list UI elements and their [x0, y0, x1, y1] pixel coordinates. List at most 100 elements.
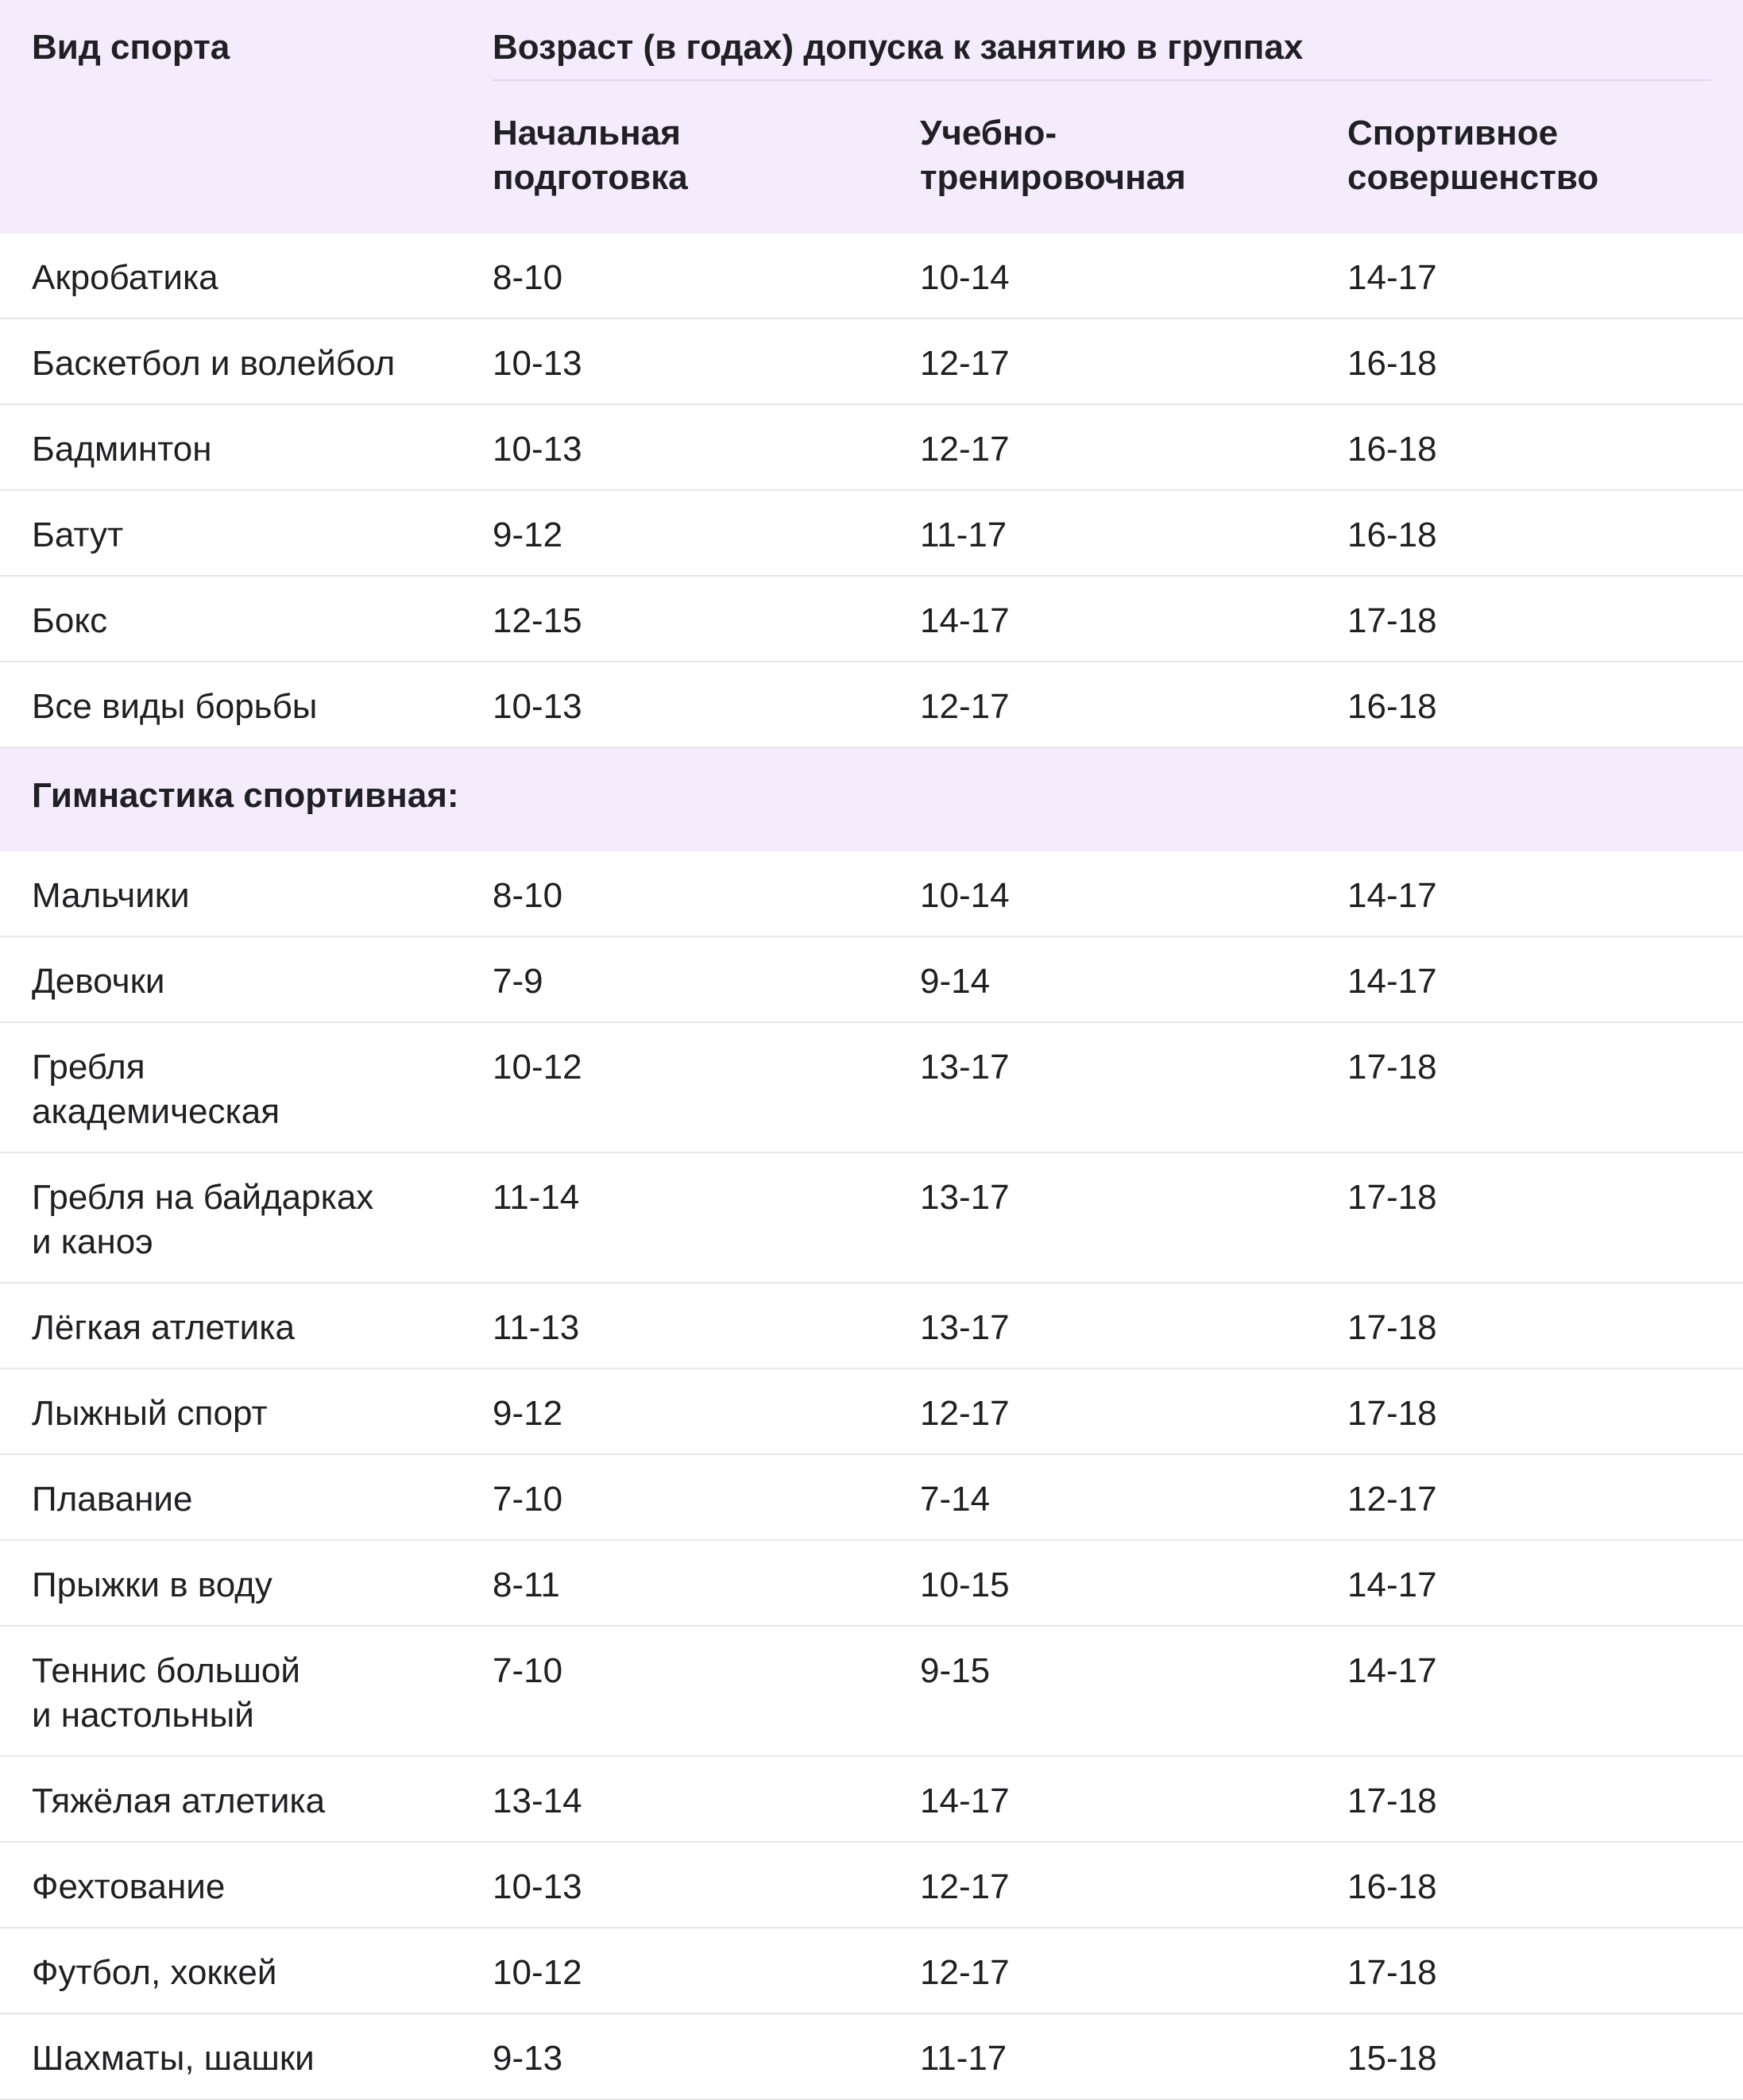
- sport-name: Девочки: [32, 962, 165, 1001]
- training-age: 13-17: [920, 1178, 1010, 1217]
- initial-training-age: 12-15: [493, 601, 582, 640]
- initial-training-age: 13-14: [493, 1782, 582, 1820]
- table-row: Гребля на байдарках и каноэ 11-14 13-17 17-…: [0, 1153, 1743, 1284]
- training-age: 10-14: [920, 876, 1010, 915]
- table-row: Футбол, хоккей 10-12 12-17 17-18: [0, 1928, 1743, 2014]
- sport-name: Батут: [32, 515, 124, 554]
- excellence-age: 17-18: [1347, 1308, 1437, 1347]
- header-excellence: Спортивное совершенство: [1347, 114, 1599, 197]
- excellence-age: 16-18: [1347, 687, 1437, 726]
- table-row: Баскетбол и волейбол 10-13 12-17 16-18: [0, 319, 1743, 405]
- initial-training-age: 9-12: [493, 1394, 563, 1433]
- table-row: Мальчики 8-10 10-14 14-17: [0, 851, 1743, 937]
- excellence-age: 12-17: [1347, 1480, 1437, 1519]
- excellence-age: 17-18: [1347, 1178, 1437, 1217]
- table-row: Батут 9-12 11-17 16-18: [0, 491, 1743, 577]
- initial-training-age: 7-10: [493, 1480, 563, 1519]
- table-row: Плавание 7-10 7-14 12-17: [0, 1455, 1743, 1541]
- table-row: Все виды борьбы 10-13 12-17 16-18: [0, 662, 1743, 748]
- initial-training-age: 11-14: [493, 1178, 580, 1217]
- training-age: 12-17: [920, 1867, 1010, 1906]
- table-row: Девочки 7-9 9-14 14-17: [0, 937, 1743, 1023]
- sport-name: Бокс: [32, 601, 108, 640]
- header-training: Учебно- тренировочная: [920, 114, 1186, 197]
- table-row: Теннис большой и настольный 7-10 9-15 14-17: [0, 1627, 1743, 1757]
- table-row: Бадминтон 10-13 12-17 16-18: [0, 405, 1743, 491]
- training-age: 12-17: [920, 430, 1010, 469]
- training-age: 12-17: [920, 344, 1010, 383]
- table-row: Фехтование 10-13 12-17 16-18: [0, 1843, 1743, 1928]
- excellence-age: 15-18: [1347, 2039, 1437, 2078]
- initial-training-age: 9-13: [493, 2039, 563, 2078]
- excellence-age: 17-18: [1347, 601, 1437, 640]
- initial-training-age: 8-10: [493, 258, 563, 297]
- header-initial-training: Начальная подготовка: [493, 114, 688, 197]
- training-age: 11-17: [920, 2039, 1007, 2078]
- excellence-age: 17-18: [1347, 1394, 1437, 1433]
- table-row: Лыжный спорт 9-12 12-17 17-18: [0, 1369, 1743, 1455]
- training-age: 12-17: [920, 687, 1010, 726]
- sport-name: Мальчики: [32, 876, 190, 915]
- sport-name: Акробатика: [32, 258, 218, 297]
- sport-name: Тяжёлая атлетика: [32, 1782, 326, 1820]
- table-body: Акробатика 8-10 10-14 14-17 Баскетбол и воле…: [0, 234, 1743, 2100]
- excellence-age: 14-17: [1347, 876, 1437, 915]
- sport-name: Прыжки в воду: [32, 1565, 272, 1604]
- initial-training-age: 10-13: [493, 687, 582, 726]
- initial-training-age: 8-10: [493, 876, 563, 915]
- sport-name: Футбол, хоккей: [32, 1953, 277, 1992]
- table-row: Тяжёлая атлетика 13-14 14-17 17-18: [0, 1757, 1743, 1843]
- excellence-age: 14-17: [1347, 1651, 1437, 1690]
- training-age: 12-17: [920, 1953, 1010, 1992]
- training-age: 11-17: [920, 515, 1007, 554]
- sport-name: Бадминтон: [32, 430, 212, 469]
- excellence-age: 14-17: [1347, 962, 1437, 1001]
- initial-training-age: 9-12: [493, 515, 563, 554]
- initial-training-age: 7-10: [493, 1651, 563, 1690]
- sport-name: Лыжный спорт: [32, 1394, 268, 1433]
- sport-name: Гребля на байдарках и каноэ: [32, 1178, 374, 1261]
- sport-name: Фехтование: [32, 1867, 226, 1906]
- initial-training-age: 8-11: [493, 1565, 560, 1604]
- sport-name: Теннис большой и настольный: [32, 1651, 300, 1735]
- table-row: Шахматы, шашки 9-13 11-17 15-18: [0, 2014, 1743, 2100]
- sport-name: Гребля академическая: [32, 1048, 280, 1131]
- excellence-age: 16-18: [1347, 1867, 1437, 1906]
- section-title: Гимнастика спортивная:: [32, 776, 459, 815]
- header-divider: [493, 79, 1711, 81]
- table-row: Акробатика 8-10 10-14 14-17: [0, 234, 1743, 319]
- initial-training-age: 10-13: [493, 1867, 582, 1906]
- header-age-group: Возраст (в годах) допуска к занятию в гр…: [493, 28, 1304, 67]
- excellence-age: 16-18: [1347, 515, 1437, 554]
- excellence-age: 14-17: [1347, 258, 1437, 297]
- excellence-age: 17-18: [1347, 1782, 1437, 1820]
- training-age: 14-17: [920, 1782, 1010, 1820]
- excellence-age: 17-18: [1347, 1048, 1437, 1087]
- excellence-age: 16-18: [1347, 430, 1437, 469]
- sport-name: Баскетбол и волейбол: [32, 344, 396, 383]
- sport-name: Лёгкая атлетика: [32, 1308, 295, 1347]
- training-age: 12-17: [920, 1394, 1010, 1433]
- sport-name: Плавание: [32, 1480, 193, 1519]
- initial-training-age: 10-12: [493, 1048, 582, 1087]
- table-row: Лёгкая атлетика 11-13 13-17 17-18: [0, 1284, 1743, 1369]
- training-age: 14-17: [920, 601, 1010, 640]
- section-row: Гимнастика спортивная:: [0, 748, 1743, 851]
- sport-name: Все виды борьбы: [32, 687, 318, 726]
- header-sport: Вид спорта: [32, 28, 230, 67]
- excellence-age: 16-18: [1347, 344, 1437, 383]
- table-header: Вид спорта Возраст (в годах) допуска к з…: [0, 0, 1743, 234]
- training-age: 7-14: [920, 1480, 991, 1519]
- initial-training-age: 7-9: [493, 962, 543, 1001]
- initial-training-age: 10-13: [493, 344, 582, 383]
- sport-name: Шахматы, шашки: [32, 2039, 315, 2078]
- initial-training-age: 10-12: [493, 1953, 582, 1992]
- table-row: Гребля академическая 10-12 13-17 17-18: [0, 1023, 1743, 1153]
- initial-training-age: 11-13: [493, 1308, 580, 1347]
- training-age: 13-17: [920, 1308, 1010, 1347]
- training-age: 10-15: [920, 1565, 1010, 1604]
- training-age: 9-14: [920, 962, 991, 1001]
- initial-training-age: 10-13: [493, 430, 582, 469]
- excellence-age: 17-18: [1347, 1953, 1437, 1992]
